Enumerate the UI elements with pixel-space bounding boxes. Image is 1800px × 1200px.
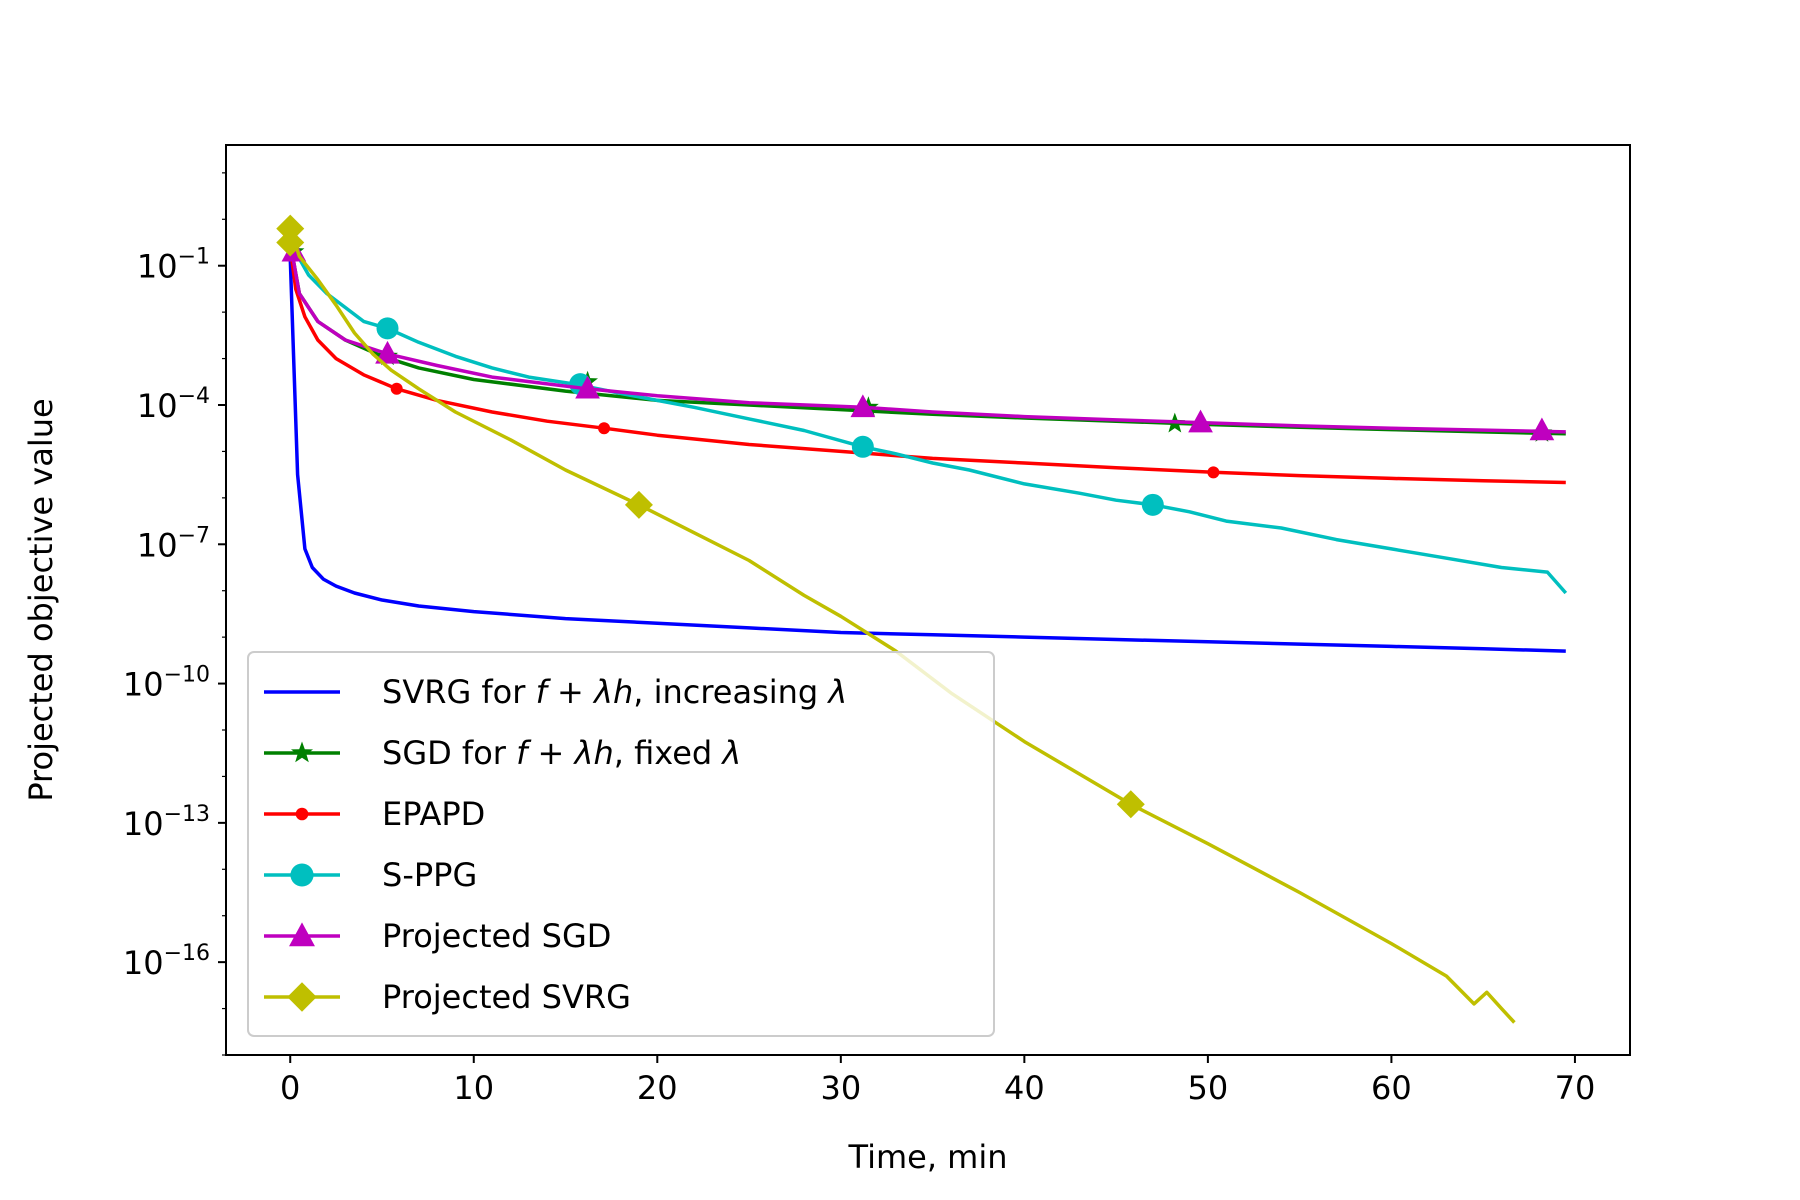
y-tick-label: 10−10 xyxy=(123,663,210,704)
x-tick-label: 70 xyxy=(1555,1069,1596,1107)
legend-label-svrg-for-f-h-increasing: SVRG for f + λh, increasing λ xyxy=(382,673,847,711)
series-s-ppg xyxy=(288,241,1568,595)
series-line-projected-sgd xyxy=(288,242,1566,434)
x-tick-label: 0 xyxy=(280,1069,300,1107)
x-axis: 0 10 20 30 40 50 60 70 xyxy=(280,1055,1595,1107)
legend: SVRG for f + λh, increasing λ SGD for f +… xyxy=(247,651,995,1037)
y-tick-label: 10−16 xyxy=(123,941,210,982)
x-tick-label: 20 xyxy=(637,1069,678,1107)
legend-marker-projected-svrg xyxy=(287,982,317,1012)
series-svrg-for-f-h-increasing xyxy=(288,256,1566,653)
legend-entry-projected-sgd: Projected SGD xyxy=(264,917,611,955)
legend-entry-sgd-for-f-h-fixed: SGD for f + λh, fixed λ xyxy=(264,734,741,772)
data-point-projected-sgd xyxy=(850,394,876,418)
y-tick-label: 10−7 xyxy=(137,523,210,564)
series-layer xyxy=(276,214,1568,1024)
data-point-projected-sgd xyxy=(575,375,600,399)
legend-entry-epapd: EPAPD xyxy=(264,795,485,833)
data-point-projected-sgd xyxy=(1188,409,1213,433)
x-tick-label: 30 xyxy=(820,1069,861,1107)
x-tick-label: 40 xyxy=(1004,1069,1045,1107)
data-point-s-ppg xyxy=(376,317,399,340)
y-tick-label: 10−4 xyxy=(137,384,210,425)
legend-entry-svrg-for-f-h-increasing: SVRG for f + λh, increasing λ xyxy=(264,673,847,711)
x-tick-label: 10 xyxy=(453,1069,494,1107)
data-point-projected-svrg xyxy=(276,228,305,257)
legend-marker-epapd xyxy=(295,807,309,821)
data-point-s-ppg xyxy=(851,435,874,458)
plot-area xyxy=(276,214,1568,1024)
legend-label-s-ppg: S-PPG xyxy=(382,856,477,894)
data-point-s-ppg xyxy=(1141,493,1164,516)
data-point-epapd xyxy=(598,422,611,435)
y-tick-label: 10−13 xyxy=(123,802,210,843)
legend-entry-s-ppg: S-PPG xyxy=(264,856,477,894)
plot-frame xyxy=(225,144,1631,1056)
legend-label-epapd: EPAPD xyxy=(382,795,485,833)
legend-marker-sgd-for-f-h-fixed xyxy=(291,741,313,763)
legend-label-projected-sgd: Projected SGD xyxy=(382,917,611,955)
series-line-projected-svrg xyxy=(288,228,1516,1024)
data-point-projected-sgd xyxy=(375,340,400,364)
data-point-epapd xyxy=(390,382,403,395)
legend-box xyxy=(247,651,995,1037)
y-axis-label: Projected objective value xyxy=(22,398,60,801)
series-line-epapd xyxy=(288,246,1566,485)
legend-marker-s-ppg xyxy=(290,863,314,887)
y-axis: 10−1 10−4 10−7 10−10 10−13 10−16 xyxy=(123,172,226,1056)
legend-entry-projected-svrg: Projected SVRG xyxy=(264,978,631,1016)
legend-marker-projected-sgd xyxy=(289,922,315,947)
series-projected-svrg xyxy=(276,214,1516,1024)
legend-label-sgd-for-f-h-fixed: SGD for f + λh, fixed λ xyxy=(382,734,741,772)
y-tick-label: 10−1 xyxy=(137,245,210,286)
x-tick-label: 60 xyxy=(1371,1069,1412,1107)
data-point-epapd xyxy=(1207,466,1220,479)
series-line-svrg-for-f-h-increasing xyxy=(288,256,1566,653)
series-epapd xyxy=(288,246,1566,485)
data-point-projected-sgd xyxy=(1529,417,1555,441)
data-point-projected-svrg xyxy=(1116,790,1145,819)
legend-label-projected-svrg: Projected SVRG xyxy=(382,978,631,1016)
x-tick-label: 50 xyxy=(1188,1069,1229,1107)
x-axis-label: Time, min xyxy=(848,1138,1008,1176)
data-point-projected-svrg xyxy=(624,490,653,519)
